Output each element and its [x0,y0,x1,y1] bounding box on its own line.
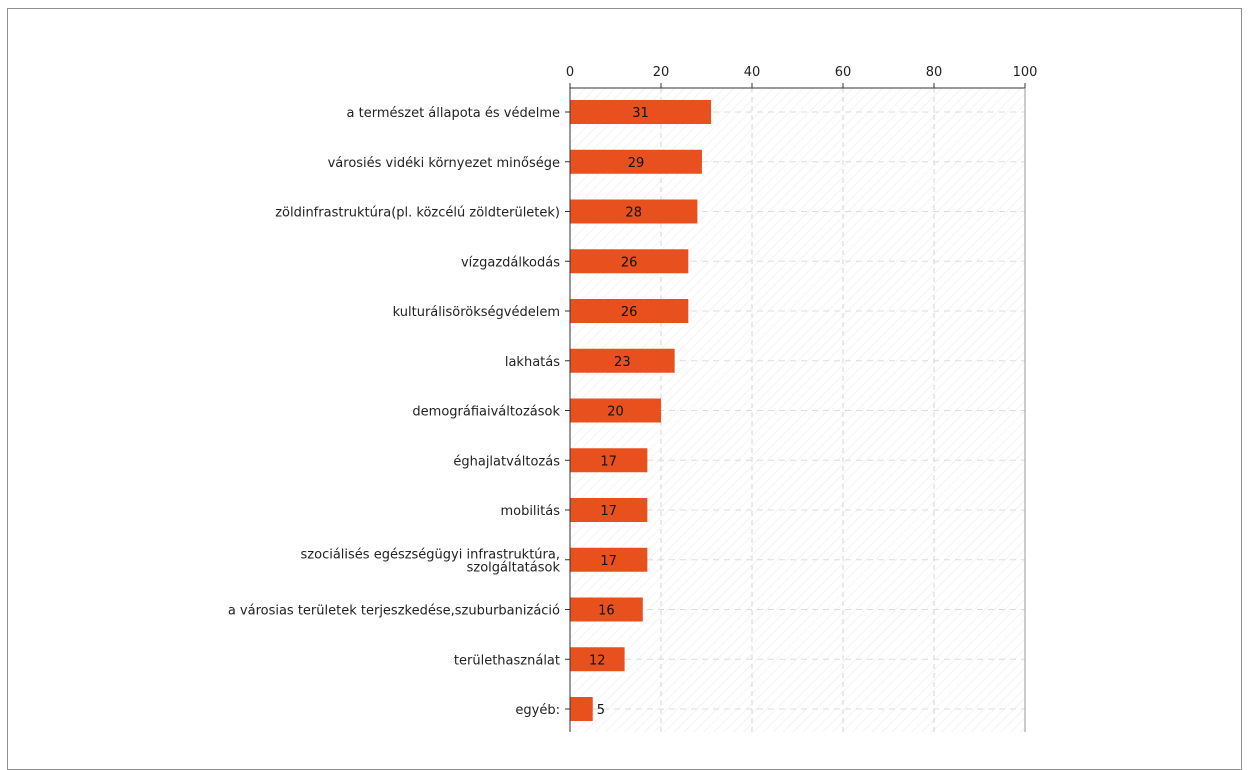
category-label: a természet állapota és védelme [347,106,560,121]
bar-value-label: 26 [621,305,638,320]
category-label: vízgazdálkodás [461,255,560,270]
bar [570,249,689,274]
bar-value-label: 16 [598,604,615,619]
bar [570,199,698,224]
bar [570,597,643,622]
bar-value-label: 20 [607,405,624,420]
bar [570,149,702,174]
bar-value-label: 17 [600,504,617,519]
bar [570,348,675,373]
category-label: kulturálisörökségvédelem [393,305,560,320]
bar [570,647,625,672]
x-tick-label: 60 [835,65,852,80]
category-label: egyéb: [515,703,560,718]
category-label: zöldinfrastruktúra(pl. közcélú zöldterül… [275,206,560,221]
x-tick-label: 0 [566,65,574,80]
category-label: demográfiaiváltozások [412,405,560,420]
x-tick-label: 20 [653,65,670,80]
category-label: lakhatás [505,355,560,370]
bar-value-label: 12 [589,653,606,668]
bar [570,299,689,323]
bar-value-label: 28 [625,206,642,221]
bar-value-label: 17 [600,454,617,469]
category-label: a városias területek terjeszkedése,szubu… [228,604,560,619]
x-tick-label: 80 [926,65,943,80]
bar-value-label: 5 [597,703,605,718]
bar [570,448,648,473]
category-label: szociálisés egészségügyi infrastruktúra,… [301,547,561,575]
bar [570,547,648,572]
bar [570,100,712,124]
bar [570,498,648,522]
x-tick-label: 40 [744,65,761,80]
category-label: városiés vidéki környezet minősége [328,156,560,171]
x-tick-label: 100 [1013,65,1038,80]
bar-value-label: 29 [628,156,645,171]
bar-value-label: 23 [614,355,631,370]
bar-value-label: 26 [621,255,638,270]
category-label: éghajlatváltozás [453,454,560,469]
category-label: területhasználat [454,653,560,668]
bar [570,398,661,423]
category-label: mobilitás [500,504,560,519]
bar-value-label: 17 [600,554,617,569]
bar [570,697,593,721]
bar-value-label: 31 [632,106,649,121]
